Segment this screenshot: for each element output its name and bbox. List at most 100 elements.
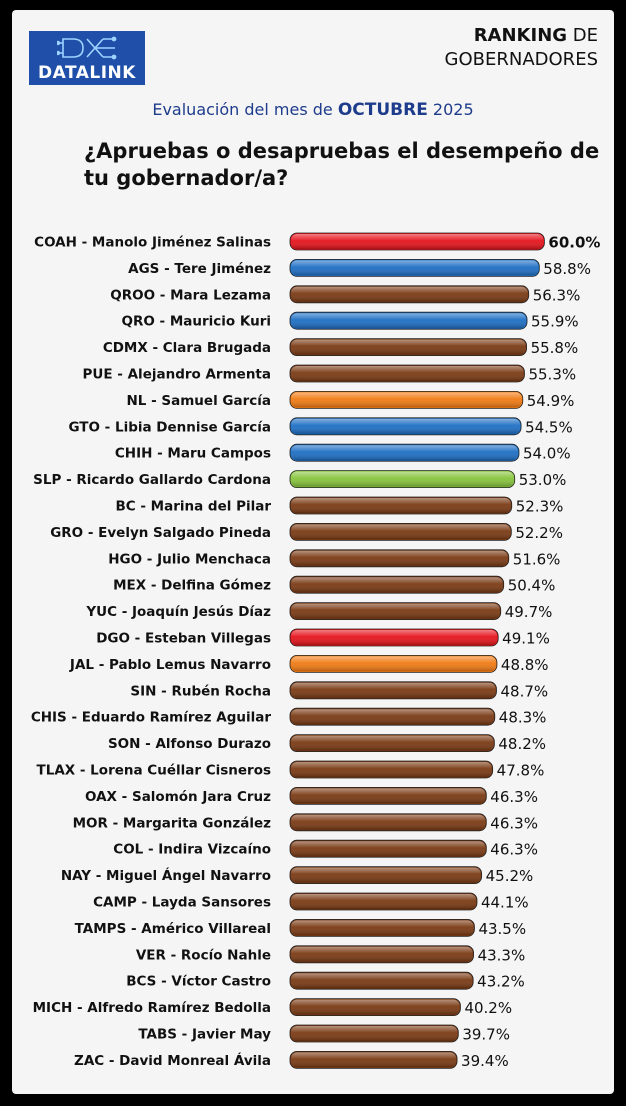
bar-gloss: [291, 603, 500, 619]
value-label: 45.2%: [486, 867, 534, 885]
value-label: 50.4%: [508, 577, 556, 595]
value-label: 53.0%: [519, 471, 567, 489]
value-label: 40.2%: [464, 999, 512, 1017]
bar-gloss: [291, 1052, 457, 1068]
bar-gloss: [291, 313, 527, 329]
value-label: 51.6%: [513, 550, 561, 568]
bar-gloss: [291, 999, 460, 1015]
value-label: 43.5%: [478, 920, 526, 938]
bar-gloss: [291, 814, 486, 830]
bar-gloss: [291, 498, 511, 513]
category-label: OAX - Salomón Jara Cruz: [85, 789, 271, 805]
category-label: MICH - Alfredo Ramírez Bedolla: [33, 1000, 271, 1016]
bar-gloss: [291, 445, 518, 461]
category-label: BCS - Víctor Castro: [126, 974, 271, 990]
bar-gloss: [291, 366, 524, 381]
bar-gloss: [291, 234, 544, 249]
category-label: MOR - Margarita González: [73, 815, 272, 831]
category-label: TAMPS - Américo Villareal: [75, 921, 271, 937]
category-label: AGS - Tere Jiménez: [128, 261, 271, 277]
category-label: MEX - Delfina Gómez: [113, 578, 271, 594]
value-label: 54.9%: [527, 392, 575, 410]
category-label: CHIH - Maru Campos: [115, 446, 271, 462]
value-label: 55.8%: [531, 339, 579, 357]
value-label: 49.7%: [505, 603, 553, 621]
bar-gloss: [291, 524, 511, 540]
category-label: SIN - Rubén Rocha: [130, 683, 271, 699]
category-label: GRO - Evelyn Salgado Pineda: [50, 525, 271, 541]
value-label: 60.0%: [548, 234, 600, 252]
bar-gloss: [291, 946, 473, 962]
value-label: 46.3%: [490, 841, 538, 859]
category-label: YUC - Joaquín Jesús Díaz: [85, 604, 271, 620]
category-label: NL - Samuel García: [127, 393, 272, 409]
bar-gloss: [291, 392, 522, 408]
category-label: COAH - Manolo Jiménez Salinas: [34, 235, 271, 251]
value-label: 54.0%: [523, 445, 571, 463]
bar-gloss: [291, 867, 481, 883]
category-label: QROO - Mara Lezama: [110, 287, 271, 303]
logo-text: DATALINK: [38, 63, 136, 83]
category-label: COL - Indira Vizcaíno: [113, 842, 271, 858]
subtitle-year: 2025: [427, 100, 474, 119]
ranking-card: DATALINK RANKING DE GOBERNADORES Evaluac…: [12, 10, 614, 1094]
value-label: 43.2%: [477, 973, 525, 991]
survey-question: ¿Apruebas o desapruebas el desempeño de …: [84, 139, 600, 190]
category-label: VER - Rocío Nahle: [136, 947, 271, 963]
category-label: NAY - Miguel Ángel Navarro: [61, 867, 271, 884]
ranking-line2: GOBERNADORES: [444, 49, 598, 70]
value-label: 52.2%: [515, 524, 563, 542]
bar-gloss: [291, 418, 521, 434]
value-label: 48.7%: [500, 682, 548, 700]
category-label: BC - Marina del Pilar: [115, 499, 271, 515]
bar-gloss: [291, 841, 486, 857]
bar-gloss: [291, 709, 494, 725]
value-label: 46.3%: [490, 788, 538, 806]
value-label: 47.8%: [497, 762, 545, 780]
ranking-title: RANKING DE GOBERNADORES: [445, 24, 598, 72]
bar-gloss: [291, 735, 494, 751]
bar-gloss: [291, 630, 498, 645]
category-label: JAL - Pablo Lemus Navarro: [69, 657, 271, 673]
category-label: TLAX - Lorena Cuéllar Cisneros: [37, 763, 271, 779]
circuit-dx-icon: [57, 36, 117, 60]
category-label: HGO - Julio Menchaca: [108, 551, 271, 567]
value-label: 49.1%: [502, 630, 550, 648]
bar-gloss: [291, 577, 503, 593]
category-label: CHIS - Eduardo Ramírez Aguilar: [31, 710, 272, 726]
value-label: 55.9%: [531, 313, 579, 331]
value-label: 55.3%: [528, 366, 576, 384]
bar-gloss: [291, 260, 539, 276]
value-label: 58.8%: [543, 260, 591, 278]
category-label: QRO - Mauricio Kuri: [121, 314, 271, 330]
evaluation-subtitle: Evaluación del mes de OCTUBRE 2025: [12, 100, 614, 120]
bar-gloss: [291, 920, 474, 936]
bar-gloss: [291, 973, 473, 989]
value-label: 48.2%: [498, 735, 546, 753]
bar-gloss: [291, 1026, 458, 1041]
category-label: CDMX - Clara Brugada: [103, 340, 271, 356]
bar-gloss: [291, 656, 496, 672]
category-label: SLP - Ricardo Gallardo Cardona: [33, 472, 271, 488]
category-label: TABS - Javier May: [138, 1027, 271, 1043]
category-label: ZAC - David Monreal Ávila: [74, 1052, 271, 1069]
value-label: 39.4%: [461, 1052, 509, 1070]
bar-gloss: [291, 894, 476, 909]
bar-gloss: [291, 788, 486, 804]
subtitle-prefix: Evaluación del mes de: [152, 100, 338, 119]
ranking-rest: DE: [567, 25, 598, 46]
value-label: 48.3%: [499, 709, 547, 727]
value-label: 43.3%: [478, 946, 526, 964]
bar-gloss: [291, 550, 508, 566]
category-label: DGO - Esteban Villegas: [96, 631, 271, 647]
bar-gloss: [291, 286, 528, 302]
category-label: CAMP - Layda Sansores: [93, 895, 271, 911]
value-label: 46.3%: [490, 814, 538, 832]
category-label: GTO - Libia Dennise García: [68, 419, 271, 435]
value-label: 48.8%: [501, 656, 549, 674]
value-label: 39.7%: [462, 1026, 510, 1044]
ranking-bold: RANKING: [473, 25, 568, 46]
value-label: 56.3%: [533, 286, 581, 304]
value-label: 54.5%: [525, 418, 573, 436]
